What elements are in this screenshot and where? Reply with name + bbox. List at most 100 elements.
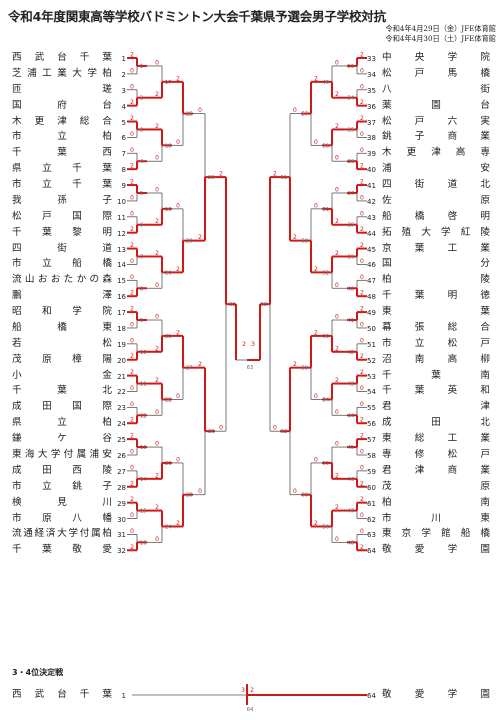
match-number: 17 <box>165 80 172 86</box>
match-number: 13 <box>140 445 147 451</box>
match-number: 41 <box>347 318 354 324</box>
team-name: 国府台 <box>12 99 112 111</box>
score-label: 2 <box>360 480 364 487</box>
score-label: 2 <box>335 218 339 225</box>
match-number: 55 <box>322 461 329 467</box>
team-name: 検見川 <box>12 496 112 508</box>
score-label: 0 <box>360 512 364 519</box>
score-label: 0 <box>198 107 202 114</box>
match-number: 44 <box>347 413 354 419</box>
score-label: 2 <box>360 544 364 551</box>
score-label: 2 <box>130 480 134 487</box>
match-number: 58 <box>301 239 308 245</box>
score-label: 0 <box>130 385 134 392</box>
team-seed: 53 <box>367 372 376 381</box>
match-number: 11 <box>140 382 147 388</box>
team-seed: 16 <box>117 293 126 302</box>
team-name: 東海大学付属浦安 <box>12 449 112 460</box>
score-label: 0 <box>130 194 134 201</box>
team-seed: 38 <box>367 134 376 143</box>
score-label: 2 <box>155 123 159 130</box>
score-label: 0 <box>130 337 134 344</box>
team-name: 松戸六実 <box>382 115 490 127</box>
team-name: 成田国際 <box>12 401 112 413</box>
score-label: 0 <box>130 321 134 328</box>
score-label: 2 <box>176 266 180 273</box>
score-label: 0 <box>360 464 364 471</box>
team-seed: 23 <box>117 404 126 413</box>
score-label: 2 <box>360 99 364 106</box>
match-number: 19 <box>165 207 172 213</box>
score-label: 2 <box>130 226 134 233</box>
match-number: 40 <box>347 286 354 292</box>
team-seed: 63 <box>367 531 376 540</box>
match-number: 3 <box>140 127 143 133</box>
team-seed: 13 <box>117 245 126 254</box>
score-label: 0 <box>130 528 134 535</box>
third-place-label: 3・4位決定戦 <box>12 668 64 677</box>
team-seed: 46 <box>367 261 376 270</box>
score-label: 2 <box>155 345 159 352</box>
team-name: 浦安 <box>382 163 490 175</box>
score-label: 0 <box>360 258 364 265</box>
team-name: 千葉黎明 <box>12 226 112 238</box>
score-label: 0 <box>335 59 339 66</box>
team-seed: 20 <box>117 356 126 365</box>
team-seed: 49 <box>367 309 376 318</box>
score-label: 2 <box>155 504 159 511</box>
score-label: 2 <box>130 544 134 551</box>
score-label: 0 <box>155 409 159 416</box>
match-number: 60 <box>301 493 308 499</box>
score-label: 0 <box>273 425 277 432</box>
score-label: 0 <box>176 202 180 209</box>
match-number: 4 <box>140 159 144 165</box>
team-seed: 64 <box>367 692 376 700</box>
score-label: 2 <box>335 377 339 384</box>
match-number: 28 <box>186 493 193 499</box>
team-name: 銚子商業 <box>382 131 490 143</box>
team-seed: 2 <box>121 70 126 79</box>
team-seed: 5 <box>121 118 126 127</box>
team-seed: 19 <box>117 340 126 349</box>
score-label: 0 <box>360 210 364 217</box>
match-number: 30 <box>208 429 215 435</box>
score-label: 2 <box>130 179 134 186</box>
team-seed: 24 <box>117 420 126 429</box>
team-seed: 59 <box>367 467 376 476</box>
score-label: 0 <box>130 449 134 456</box>
team-seed: 60 <box>367 483 376 492</box>
team-name: 専修松戸 <box>382 449 490 460</box>
team-seed: 55 <box>367 404 376 413</box>
team-seed: 37 <box>367 118 376 127</box>
score-label: 2 <box>198 234 202 241</box>
team-seed: 52 <box>367 356 376 365</box>
score-label: 2 <box>314 266 318 273</box>
score-label: 2 <box>219 171 223 178</box>
match-number: 36 <box>347 159 354 165</box>
score-label: 2 <box>130 496 134 503</box>
match-number: 6 <box>140 223 143 229</box>
score-label: 0 <box>360 147 364 154</box>
score-label: 0 <box>314 393 318 400</box>
team-name: 八街 <box>382 83 490 95</box>
score-label: 2 <box>155 250 159 257</box>
team-name: 市川東 <box>382 512 490 524</box>
team-name: 茂原 <box>382 480 490 492</box>
match-number: 48 <box>347 540 354 546</box>
score-label: 2 <box>155 377 159 384</box>
score-label: 2 <box>130 417 134 424</box>
date-day1: 令和4年4月29日（金）JFE体育館 <box>385 24 496 33</box>
team-name: 千葉西 <box>12 147 112 159</box>
score-label: 0 <box>360 449 364 456</box>
score-label: 0 <box>155 314 159 321</box>
score-label: 0 <box>360 385 364 392</box>
team-name: 敬愛学園 <box>382 689 490 700</box>
team-seed: 22 <box>117 388 126 397</box>
team-seed: 12 <box>117 229 126 238</box>
score-label: 0 <box>130 401 134 408</box>
score-label: 0 <box>130 274 134 281</box>
team-name: 成田北 <box>382 417 490 429</box>
match-number: 52 <box>322 270 329 276</box>
team-name: 千葉南 <box>382 369 490 381</box>
team-name: 木更津高専 <box>382 147 490 159</box>
